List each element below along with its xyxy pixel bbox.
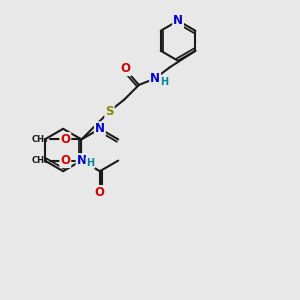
Text: CH₃: CH₃ (32, 135, 49, 144)
Text: N: N (76, 154, 86, 167)
Text: O: O (60, 133, 70, 146)
Text: H: H (86, 158, 94, 168)
Text: O: O (121, 62, 131, 75)
Text: O: O (95, 186, 105, 199)
Text: H: H (160, 77, 168, 87)
Text: N: N (150, 72, 160, 85)
Text: S: S (105, 105, 114, 118)
Text: CH₃: CH₃ (32, 156, 49, 165)
Text: N: N (173, 14, 183, 27)
Text: O: O (60, 154, 70, 167)
Text: N: N (95, 122, 105, 135)
